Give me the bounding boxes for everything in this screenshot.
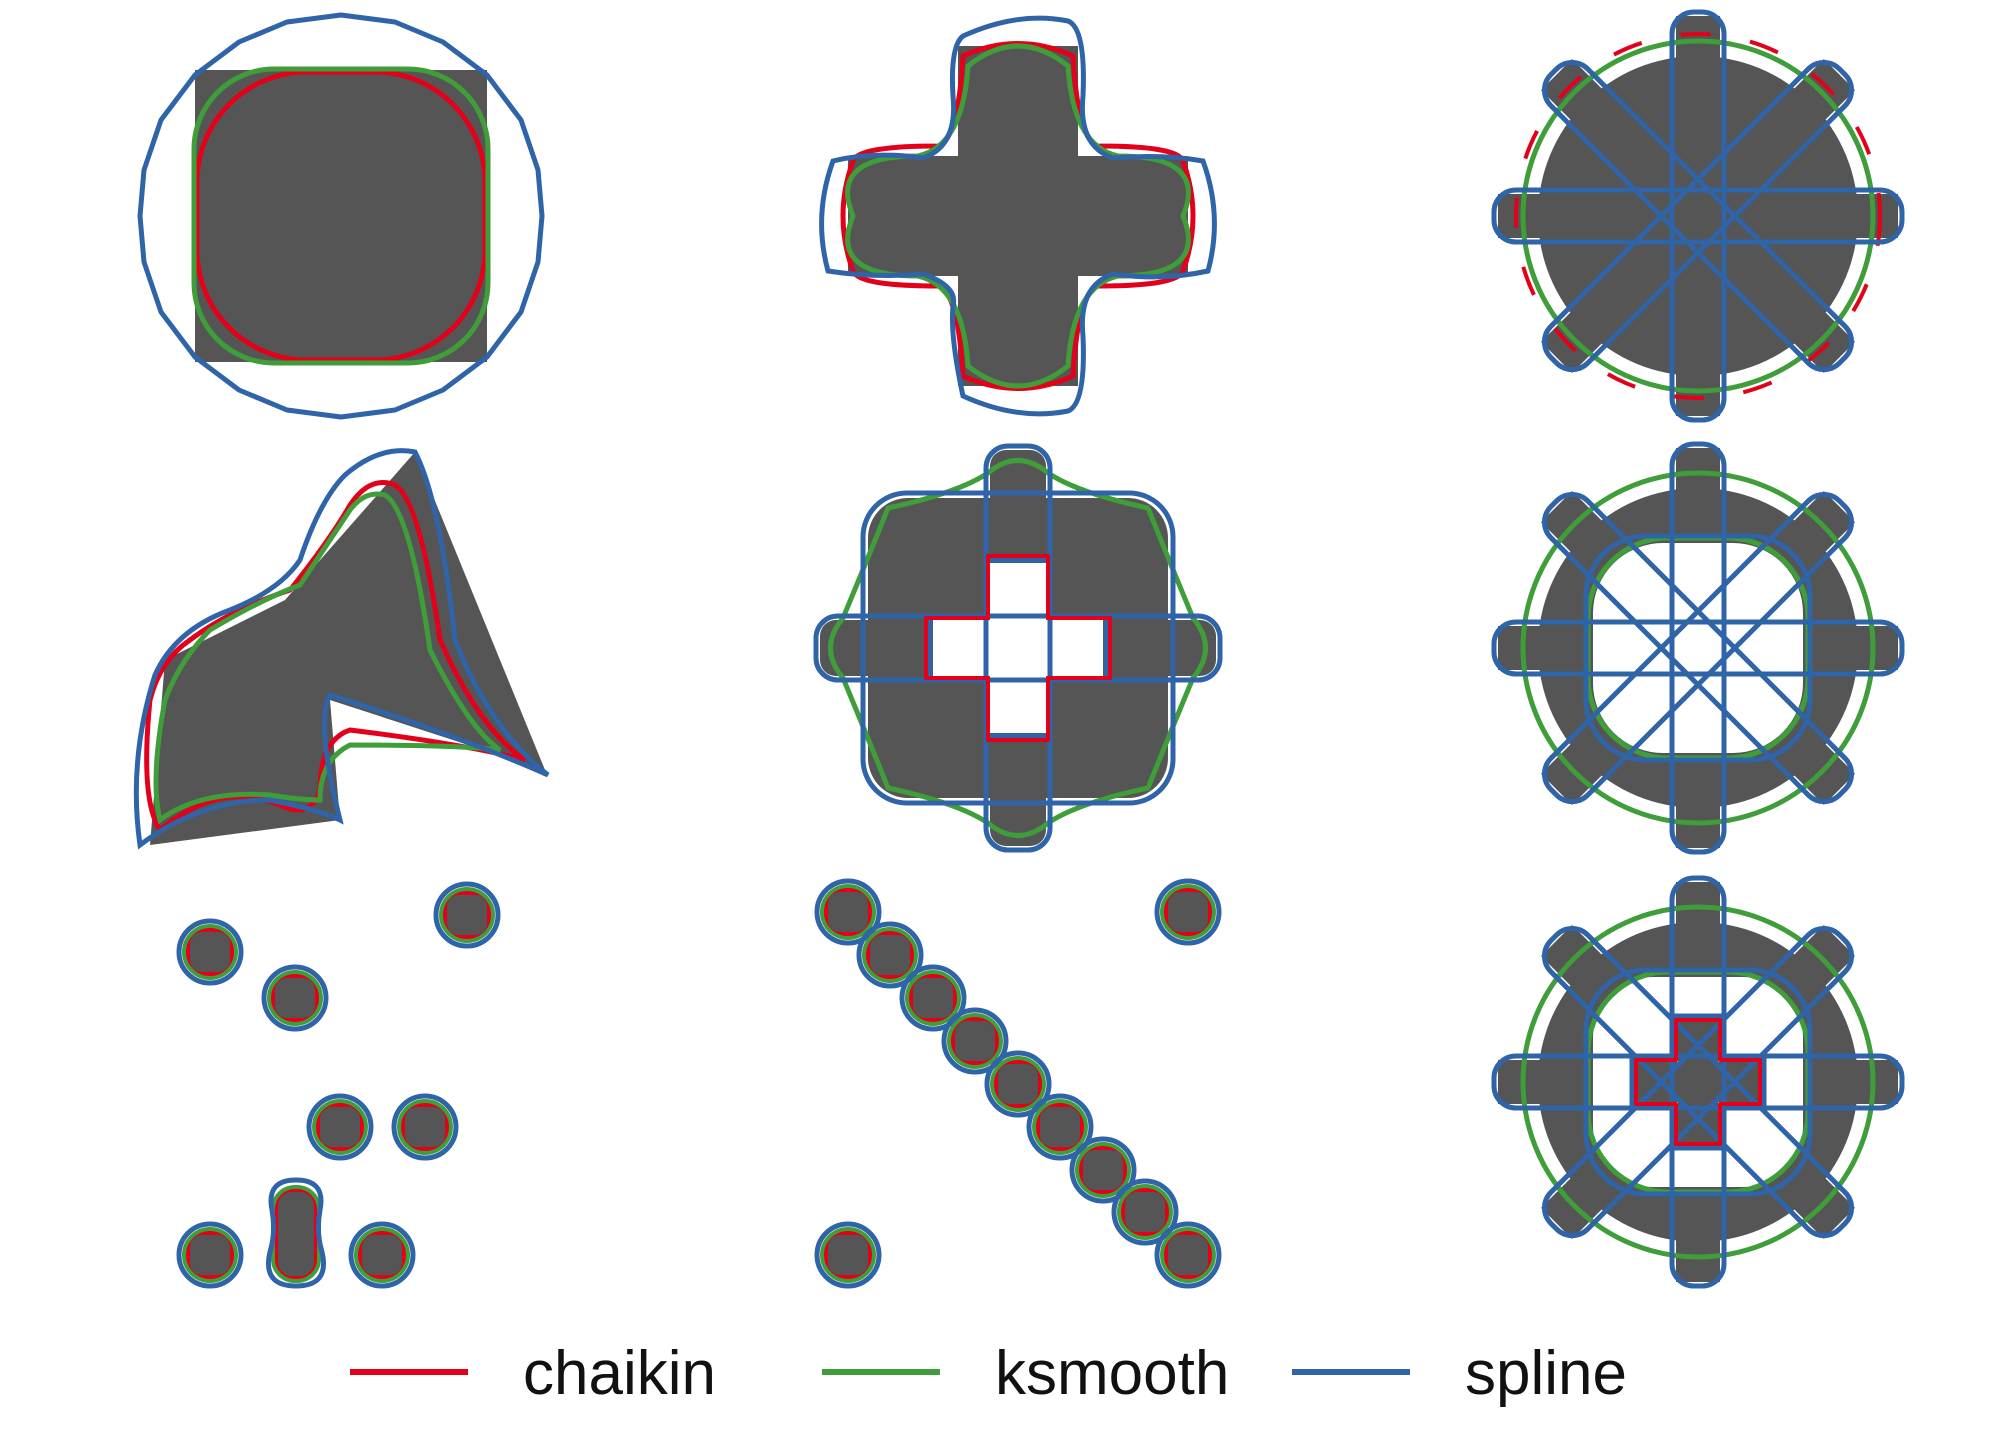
legend-label-ksmooth: ksmooth <box>995 1339 1229 1408</box>
chaikin-outline <box>194 69 488 363</box>
panel-gear <box>1491 9 1905 423</box>
legend: chaikin ksmooth spline <box>350 1339 1627 1408</box>
panel-diagonal-dots <box>814 878 1222 1289</box>
ring-hole <box>1593 543 1803 753</box>
pill <box>266 1177 326 1289</box>
inner-plus-fill <box>1638 1022 1758 1142</box>
dot <box>433 881 501 949</box>
spline-outline <box>133 448 550 850</box>
ksmooth-outline <box>1520 470 1876 826</box>
chaikin-outline <box>1634 1018 1762 1146</box>
legend-label-spline: spline <box>1465 1339 1627 1408</box>
dot <box>899 964 967 1032</box>
dot <box>984 1050 1052 1118</box>
panel-gear-plus-hole <box>813 443 1223 853</box>
shape-fill <box>150 452 545 845</box>
panel-plus <box>819 15 1217 417</box>
dot <box>1111 1178 1179 1246</box>
dot <box>1154 1221 1222 1289</box>
legend-item-ksmooth: ksmooth <box>822 1339 1229 1408</box>
legend-item-chaikin: chaikin <box>350 1339 716 1408</box>
legend-item-spline: spline <box>1292 1339 1627 1408</box>
dot <box>941 1007 1009 1075</box>
panel-scattered-dots <box>176 881 501 1289</box>
dot <box>1069 1136 1137 1204</box>
legend-label-chaikin: chaikin <box>523 1339 716 1408</box>
ksmooth-outline <box>1520 904 1876 1260</box>
chaikin-outline <box>924 554 1112 742</box>
panel-triangle <box>133 448 550 850</box>
dot <box>306 1093 374 1161</box>
dot <box>814 878 882 946</box>
dot <box>814 1221 882 1289</box>
spline-outline <box>819 15 1217 417</box>
panel-gear-ring <box>1491 441 1905 855</box>
panel-square <box>137 12 545 420</box>
spline-outline <box>137 12 545 420</box>
spline-outline <box>1491 875 1905 1289</box>
ksmooth-outline <box>1520 38 1876 394</box>
spline-outline <box>1491 9 1905 423</box>
panel-gear-ring-plus <box>1491 875 1905 1289</box>
dot <box>261 964 329 1032</box>
dot <box>1026 1093 1094 1161</box>
ksmooth-outline <box>191 66 491 366</box>
dot <box>176 1221 244 1289</box>
dot <box>856 921 924 989</box>
dot <box>391 1093 459 1161</box>
ksmooth-outline <box>153 491 502 825</box>
shape-fill <box>848 46 1188 386</box>
chaikin-outline <box>1514 32 1882 400</box>
shape-fill <box>195 70 487 362</box>
dot <box>176 918 244 986</box>
dot <box>348 1221 416 1289</box>
spline-outline <box>1491 441 1905 855</box>
dot <box>1154 878 1222 946</box>
